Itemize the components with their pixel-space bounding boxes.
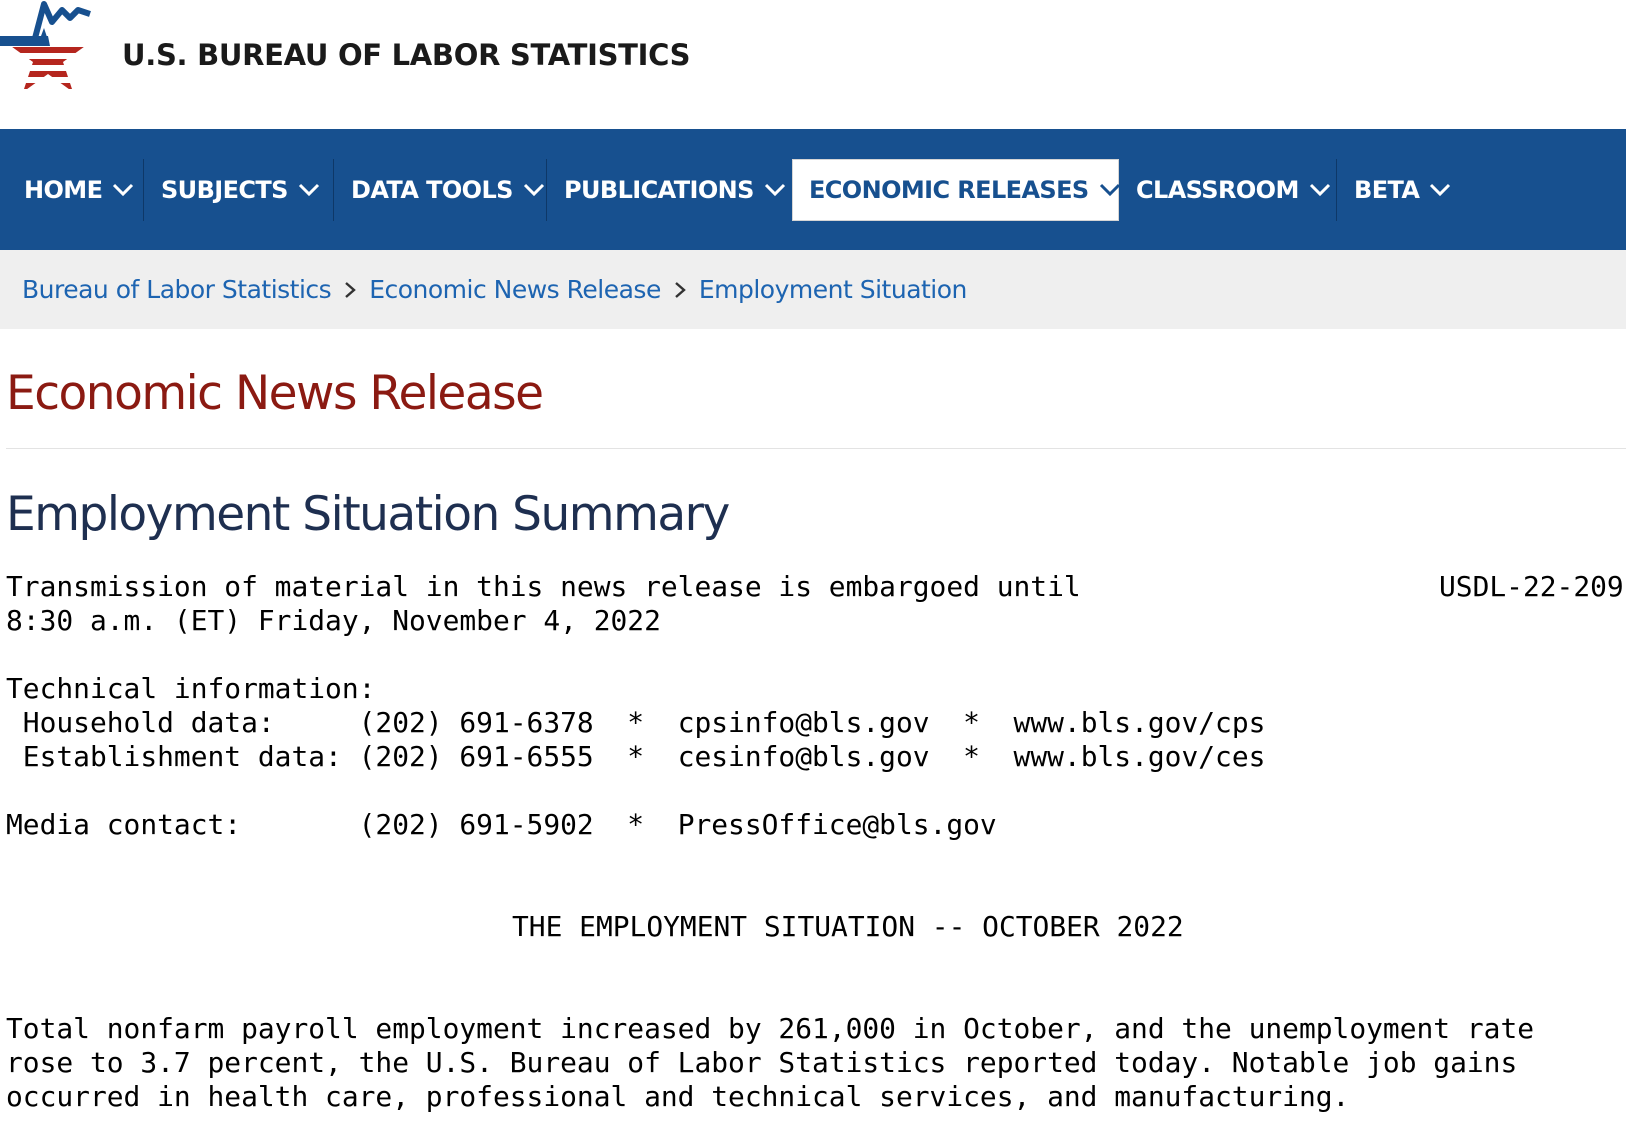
summary-line: rose to 3.7 percent, the U.S. Bureau of … — [6, 1046, 1518, 1079]
nav-divider — [1336, 159, 1337, 221]
release-id: USDL-22-209 — [1439, 570, 1624, 603]
site-header: U.S. BUREAU OF LABOR STATISTICS — [0, 0, 1626, 129]
contact-email-link[interactable]: cpsinfo@bls.gov — [677, 706, 930, 739]
media-contact-phone: (202) 691-5902 — [358, 808, 594, 841]
chevron-down-icon — [1427, 181, 1453, 199]
contact-phone: (202) 691-6378 — [358, 706, 594, 739]
chevron-down-icon — [296, 181, 322, 199]
contact-label: Household data: — [6, 706, 359, 739]
nav-subjects[interactable]: SUBJECTS — [145, 159, 322, 221]
chevron-down-icon — [762, 181, 788, 199]
embargo-line-1: Transmission of material in this news re… — [6, 570, 1081, 603]
media-contact-row: Media contact: (202) 691-5902 * PressOff… — [6, 808, 997, 841]
nav-divider — [546, 159, 547, 221]
nav-classroom[interactable]: CLASSROOM — [1120, 159, 1333, 221]
nav-publications-label: PUBLICATIONS — [564, 176, 754, 204]
nav-home-label: HOME — [24, 176, 103, 204]
breadcrumb-link-bls[interactable]: Bureau of Labor Statistics — [22, 275, 332, 304]
contact-row-establishment: Establishment data: (202) 691-6555 * ces… — [6, 740, 1266, 773]
release-heading: THE EMPLOYMENT SITUATION -- OCTOBER 2022 — [512, 910, 1184, 943]
bls-logo-icon[interactable] — [0, 0, 96, 110]
breadcrumb-link-news-release[interactable]: Economic News Release — [369, 275, 661, 304]
nav-economic-releases[interactable]: ECONOMIC RELEASES — [792, 159, 1120, 221]
chevron-right-icon — [337, 280, 363, 300]
chevron-down-icon — [110, 181, 136, 199]
media-contact-email-link[interactable]: PressOffice@bls.gov — [677, 808, 997, 841]
technical-info-label: Technical information: — [6, 672, 376, 705]
nav-economic-releases-label: ECONOMIC RELEASES — [809, 176, 1089, 204]
media-contact-label: Media contact: — [6, 808, 359, 841]
chevron-right-icon — [667, 280, 693, 300]
embargo-line-2: 8:30 a.m. (ET) Friday, November 4, 2022 — [6, 604, 661, 637]
chevron-down-icon — [521, 181, 547, 199]
contact-email-link[interactable]: cesinfo@bls.gov — [677, 740, 930, 773]
nav-data-tools[interactable]: DATA TOOLS — [335, 159, 547, 221]
breadcrumb: Bureau of Labor Statistics Economic News… — [0, 250, 1626, 329]
nav-divider — [333, 159, 334, 221]
nav-divider — [143, 159, 144, 221]
summary-line: Total nonfarm payroll employment increas… — [6, 1012, 1535, 1045]
nav-subjects-label: SUBJECTS — [161, 176, 288, 204]
contact-phone: (202) 691-6555 — [358, 740, 594, 773]
title-divider — [6, 448, 1626, 449]
main-nav: HOME SUBJECTS DATA TOOLS PUBLICATIONS EC… — [0, 129, 1626, 250]
nav-classroom-label: CLASSROOM — [1136, 176, 1299, 204]
release-title: Employment Situation Summary — [6, 487, 730, 542]
site-title[interactable]: U.S. BUREAU OF LABOR STATISTICS — [122, 38, 691, 72]
contact-url-link[interactable]: www.bls.gov/cps — [1013, 706, 1266, 739]
nav-home[interactable]: HOME — [8, 159, 136, 221]
contact-url-link[interactable]: www.bls.gov/ces — [1013, 740, 1266, 773]
nav-publications[interactable]: PUBLICATIONS — [548, 159, 788, 221]
contact-label: Establishment data: — [6, 740, 359, 773]
nav-beta-label: BETA — [1354, 176, 1420, 204]
nav-beta[interactable]: BETA — [1338, 159, 1453, 221]
chevron-down-icon — [1097, 181, 1123, 199]
summary-line: occurred in health care, professional an… — [6, 1080, 1350, 1113]
chevron-down-icon — [1307, 181, 1333, 199]
breadcrumb-link-employment-situation[interactable]: Employment Situation — [698, 275, 968, 304]
contact-row-household: Household data: (202) 691-6378 * cpsinfo… — [6, 706, 1266, 739]
page-title: Economic News Release — [6, 366, 544, 421]
nav-data-tools-label: DATA TOOLS — [351, 176, 513, 204]
